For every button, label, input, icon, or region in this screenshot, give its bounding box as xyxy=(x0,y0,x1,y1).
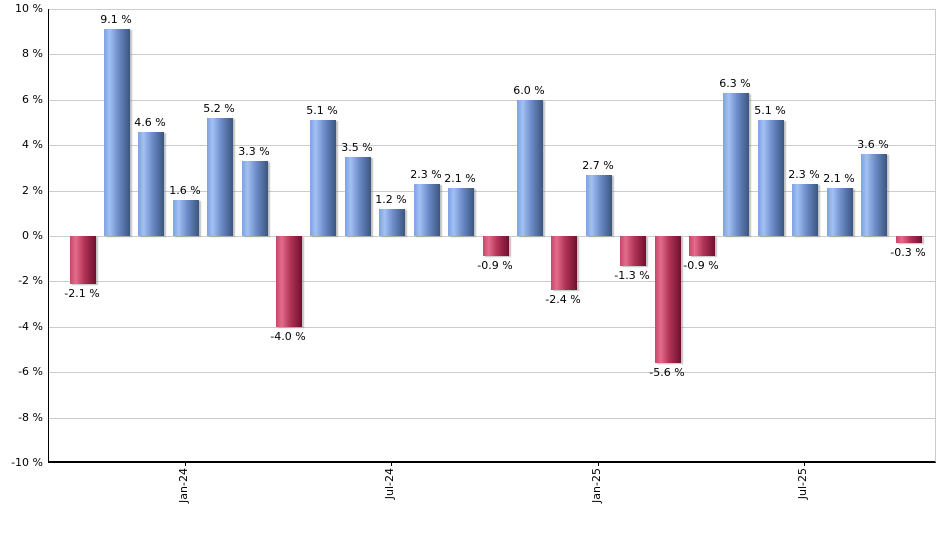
bar-positive xyxy=(379,209,405,236)
bar-value-label: 2.1 % xyxy=(823,172,855,185)
bar-negative xyxy=(620,236,646,266)
x-tick-mark xyxy=(391,461,392,466)
gridline xyxy=(49,145,935,146)
gridline xyxy=(49,54,935,55)
bar-value-label: 2.3 % xyxy=(788,168,820,181)
bar-negative xyxy=(70,236,96,284)
bar-positive xyxy=(173,200,199,236)
x-tick-label: Jan-25 xyxy=(590,468,603,503)
x-tick-label: Jul-24 xyxy=(383,468,396,500)
bar-positive xyxy=(448,188,474,236)
y-tick-label: 6 % xyxy=(22,93,43,106)
bar-value-label: 6.3 % xyxy=(719,77,751,90)
y-tick-label: -2 % xyxy=(18,274,43,287)
bar-positive xyxy=(861,154,887,236)
gridline xyxy=(49,100,935,101)
bar-value-label: -0.9 % xyxy=(477,259,513,272)
bar-value-label: -2.1 % xyxy=(64,287,100,300)
bar-negative xyxy=(655,236,681,363)
bar-value-label: -2.4 % xyxy=(545,293,581,306)
bar-positive xyxy=(586,175,612,236)
y-tick-label: -10 % xyxy=(11,456,43,469)
y-tick-label: 0 % xyxy=(22,229,43,242)
bar-value-label: 9.1 % xyxy=(100,13,132,26)
bar-value-label: 2.7 % xyxy=(582,159,614,172)
y-tick-label: 8 % xyxy=(22,47,43,60)
bar-value-label: -0.9 % xyxy=(683,259,719,272)
bar-positive xyxy=(207,118,233,236)
bar-negative xyxy=(689,236,715,256)
y-tick-label: -6 % xyxy=(18,365,43,378)
bar-value-label: -1.3 % xyxy=(614,269,650,282)
bar-value-label: -5.6 % xyxy=(649,366,685,379)
bar-positive xyxy=(414,184,440,236)
gridline xyxy=(49,191,935,192)
y-tick-label: 2 % xyxy=(22,184,43,197)
bar-negative xyxy=(276,236,302,327)
x-tick-label: Jul-25 xyxy=(796,468,809,500)
gridline xyxy=(49,9,935,10)
bar-value-label: 1.2 % xyxy=(375,193,407,206)
gridline xyxy=(49,372,935,373)
bar-value-label: 6.0 % xyxy=(513,84,545,97)
bar-value-label: 2.3 % xyxy=(410,168,442,181)
bar-value-label: 3.6 % xyxy=(857,138,889,151)
bar-positive xyxy=(345,157,371,236)
bar-value-label: 1.6 % xyxy=(169,184,201,197)
bar-positive xyxy=(758,120,784,236)
y-tick-label: 4 % xyxy=(22,138,43,151)
bar-value-label: 4.6 % xyxy=(134,116,166,129)
bar-positive xyxy=(138,132,164,236)
bar-positive xyxy=(723,93,749,236)
bar-value-label: 5.1 % xyxy=(754,104,786,117)
bar-value-label: -0.3 % xyxy=(890,246,926,259)
bar-positive xyxy=(792,184,818,236)
bar-negative xyxy=(483,236,509,256)
bar-negative xyxy=(551,236,577,290)
bar-positive xyxy=(242,161,268,236)
bar-value-label: 5.1 % xyxy=(306,104,338,117)
bar-positive xyxy=(104,29,130,236)
bar-positive xyxy=(310,120,336,236)
x-tick-label: Jan-24 xyxy=(177,468,190,503)
y-tick-label: -4 % xyxy=(18,320,43,333)
y-tick-label: -8 % xyxy=(18,411,43,424)
bar-value-label: 3.5 % xyxy=(341,141,373,154)
bar-positive xyxy=(827,188,853,236)
bar-negative xyxy=(896,236,922,243)
y-tick-label: 10 % xyxy=(15,2,43,15)
bar-value-label: 3.3 % xyxy=(238,145,270,158)
x-tick-mark xyxy=(804,461,805,466)
bar-value-label: 2.1 % xyxy=(444,172,476,185)
bar-value-label: 5.2 % xyxy=(203,102,235,115)
gridline xyxy=(49,281,935,282)
gridline xyxy=(49,327,935,328)
x-tick-mark xyxy=(185,461,186,466)
plot-area xyxy=(48,9,936,463)
bar-positive xyxy=(517,100,543,236)
bar-value-label: -4.0 % xyxy=(270,330,306,343)
x-tick-mark xyxy=(598,461,599,466)
gridline xyxy=(49,418,935,419)
